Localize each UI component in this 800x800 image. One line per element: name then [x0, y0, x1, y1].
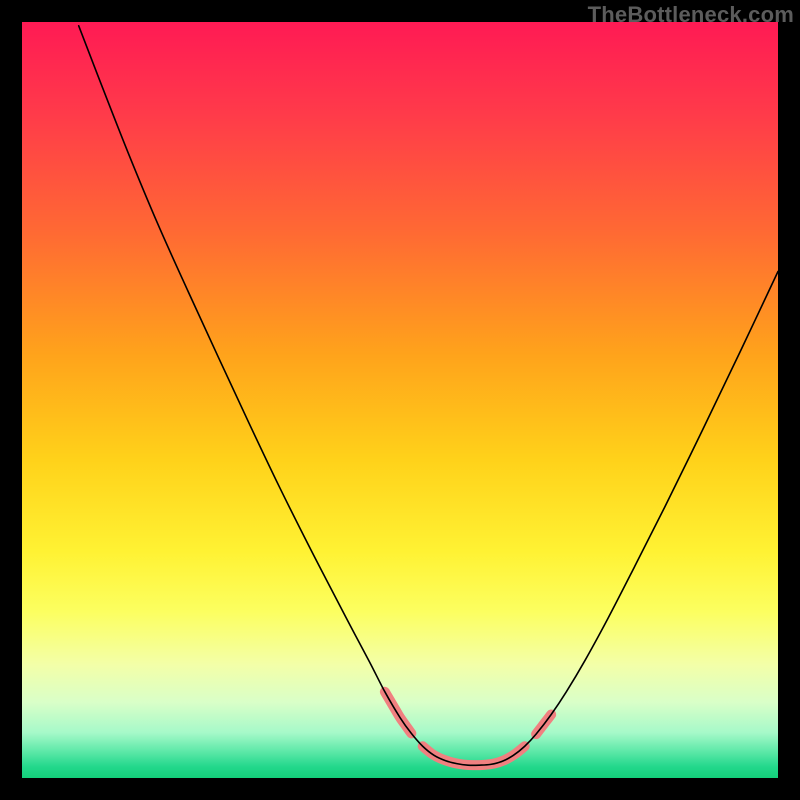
bottleneck-curve-chart — [22, 22, 778, 778]
plot-area — [22, 22, 778, 778]
watermark-text: TheBottleneck.com — [588, 2, 794, 28]
plot-background — [22, 22, 778, 778]
chart-frame: TheBottleneck.com — [0, 0, 800, 800]
